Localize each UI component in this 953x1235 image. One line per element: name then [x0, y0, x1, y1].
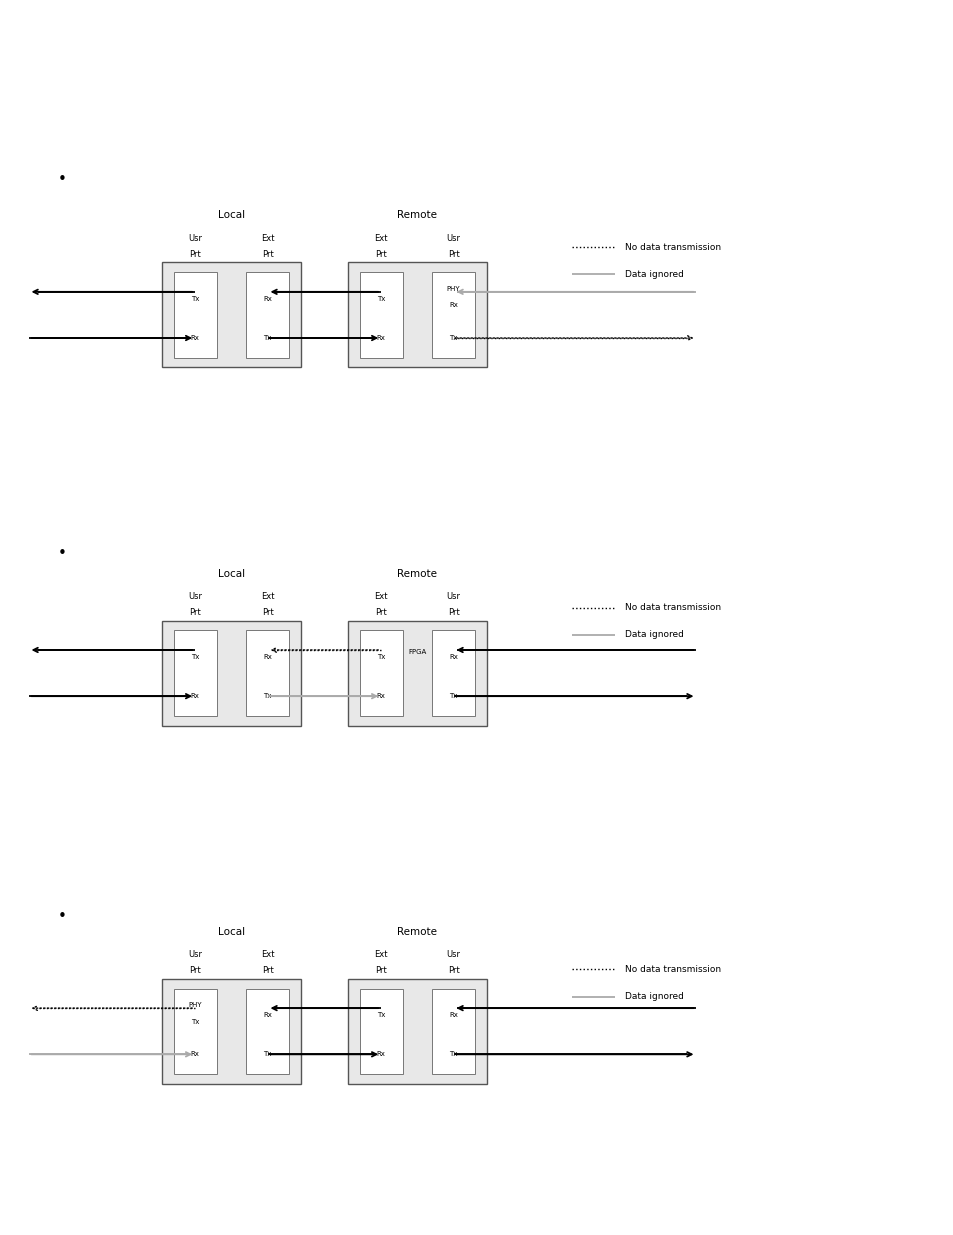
Text: Ext: Ext — [260, 950, 274, 958]
Text: Usr: Usr — [188, 592, 202, 601]
Text: Tx: Tx — [263, 1051, 272, 1057]
Text: Tx: Tx — [376, 1013, 385, 1019]
Text: FPGA: FPGA — [408, 650, 426, 655]
Text: Ext: Ext — [260, 592, 274, 601]
Text: PHY: PHY — [446, 285, 460, 291]
FancyBboxPatch shape — [246, 630, 289, 716]
Text: Usr: Usr — [188, 950, 202, 958]
Text: Prt: Prt — [261, 249, 274, 259]
Text: PHY: PHY — [188, 1002, 202, 1008]
Text: Local: Local — [217, 210, 245, 220]
Text: •: • — [57, 172, 67, 186]
Text: Rx: Rx — [449, 655, 457, 661]
Text: Tx: Tx — [449, 693, 457, 699]
Text: Remote: Remote — [397, 926, 436, 936]
FancyBboxPatch shape — [173, 988, 216, 1073]
Text: Rx: Rx — [263, 1013, 272, 1019]
Text: Data ignored: Data ignored — [624, 630, 683, 640]
Text: Tx: Tx — [191, 1019, 199, 1025]
FancyBboxPatch shape — [173, 630, 216, 716]
Text: Tx: Tx — [191, 296, 199, 303]
Text: Usr: Usr — [446, 233, 460, 242]
FancyBboxPatch shape — [162, 263, 300, 368]
FancyBboxPatch shape — [246, 988, 289, 1073]
FancyBboxPatch shape — [359, 988, 402, 1073]
Text: Prt: Prt — [189, 966, 201, 976]
Text: Usr: Usr — [446, 592, 460, 601]
Text: •: • — [57, 909, 67, 924]
Text: Tx: Tx — [191, 655, 199, 661]
Text: Prt: Prt — [375, 966, 387, 976]
Text: Prt: Prt — [261, 608, 274, 618]
Text: Remote: Remote — [397, 568, 436, 579]
Text: Prt: Prt — [189, 608, 201, 618]
FancyBboxPatch shape — [348, 620, 486, 725]
FancyBboxPatch shape — [173, 272, 216, 358]
Text: Tx: Tx — [376, 296, 385, 303]
Text: Prt: Prt — [447, 608, 459, 618]
Text: Tx: Tx — [449, 1051, 457, 1057]
Text: Local: Local — [217, 568, 245, 579]
Text: Prt: Prt — [375, 249, 387, 259]
Text: Rx: Rx — [263, 655, 272, 661]
Text: Rx: Rx — [376, 335, 385, 341]
Text: No data transmission: No data transmission — [624, 242, 720, 252]
Text: Prt: Prt — [447, 966, 459, 976]
Text: Ext: Ext — [374, 233, 388, 242]
Text: Local: Local — [217, 926, 245, 936]
Text: Prt: Prt — [261, 966, 274, 976]
Text: Tx: Tx — [376, 655, 385, 661]
Text: No data transmission: No data transmission — [624, 965, 720, 974]
Text: •: • — [57, 546, 67, 561]
Text: Prt: Prt — [375, 608, 387, 618]
Text: Rx: Rx — [449, 1013, 457, 1019]
FancyBboxPatch shape — [432, 272, 475, 358]
FancyBboxPatch shape — [162, 978, 300, 1084]
Text: Rx: Rx — [449, 303, 457, 309]
Text: Rx: Rx — [376, 693, 385, 699]
FancyBboxPatch shape — [432, 630, 475, 716]
Text: Data ignored: Data ignored — [624, 269, 683, 279]
Text: Data ignored: Data ignored — [624, 992, 683, 1002]
Text: Rx: Rx — [376, 1051, 385, 1057]
Text: Tx: Tx — [263, 335, 272, 341]
Text: Remote: Remote — [397, 210, 436, 220]
Text: Tx: Tx — [263, 693, 272, 699]
FancyBboxPatch shape — [359, 272, 402, 358]
Text: Tx: Tx — [449, 335, 457, 341]
Text: Prt: Prt — [447, 249, 459, 259]
FancyBboxPatch shape — [359, 630, 402, 716]
Text: Rx: Rx — [263, 296, 272, 303]
Text: No data transmission: No data transmission — [624, 603, 720, 613]
FancyBboxPatch shape — [162, 620, 300, 725]
Text: Rx: Rx — [191, 1051, 199, 1057]
Text: Ext: Ext — [374, 592, 388, 601]
Text: Rx: Rx — [191, 335, 199, 341]
FancyBboxPatch shape — [432, 988, 475, 1073]
Text: Usr: Usr — [188, 233, 202, 242]
Text: Usr: Usr — [446, 950, 460, 958]
Text: Prt: Prt — [189, 249, 201, 259]
Text: Ext: Ext — [260, 233, 274, 242]
FancyBboxPatch shape — [246, 272, 289, 358]
Text: Ext: Ext — [374, 950, 388, 958]
Text: Rx: Rx — [191, 693, 199, 699]
FancyBboxPatch shape — [348, 978, 486, 1084]
FancyBboxPatch shape — [348, 263, 486, 368]
